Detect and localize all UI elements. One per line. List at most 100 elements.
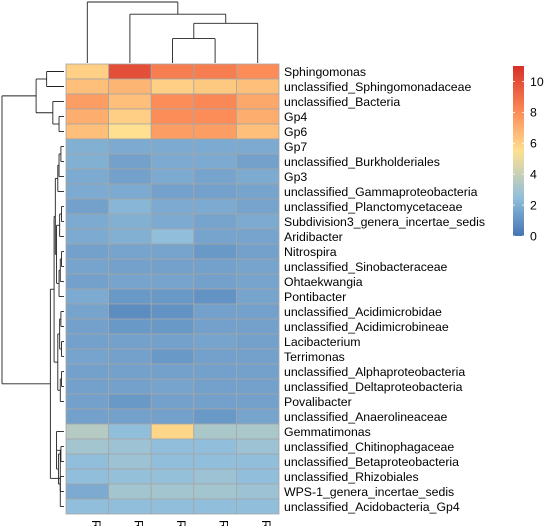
heatmap-cell	[108, 123, 152, 140]
heatmap-cell	[235, 258, 280, 275]
row-label: Povalibacter	[284, 395, 352, 409]
legend-tick-label: 4	[530, 167, 537, 181]
heatmap-cell	[65, 198, 109, 215]
legend-tick-label: 2	[530, 198, 537, 212]
row-label: WPS-1_genera_incertae_sedis	[284, 485, 454, 499]
heatmap-cell	[235, 288, 280, 305]
heatmap-cell	[108, 318, 152, 335]
row-label: Gp4	[284, 110, 307, 124]
heatmap-cell	[235, 318, 280, 335]
heatmap-cell	[193, 63, 237, 80]
row-label: unclassified_Acidobacteria_Gp4	[284, 500, 460, 514]
heatmap-cell	[235, 498, 280, 515]
heatmap-cell	[193, 288, 237, 305]
heatmap-cell	[65, 273, 109, 290]
row-label: Gemmatimonas	[284, 425, 371, 439]
row-label: unclassified_Chitinophagaceae	[284, 440, 454, 454]
heatmap-cell	[65, 423, 109, 440]
heatmap-cell	[235, 408, 280, 425]
heatmap-cell	[193, 333, 237, 350]
row-label: unclassified_Bacteria	[284, 95, 400, 109]
heatmap-cell	[193, 273, 237, 290]
heatmap-cell	[150, 123, 195, 140]
heatmap-cell	[150, 318, 195, 335]
heatmap-cell	[65, 318, 109, 335]
row-label: Terrimonas	[284, 350, 345, 364]
column-label: R2	[217, 520, 231, 526]
heatmap-cell	[108, 138, 152, 155]
heatmap-cell	[235, 483, 280, 500]
row-label: Gp3	[284, 170, 307, 184]
heatmap-cell	[108, 63, 152, 80]
row-label: unclassified_Sphingomonadaceae	[284, 80, 471, 94]
heatmap-cell	[193, 213, 237, 230]
heatmap-cell	[150, 93, 195, 110]
heatmap-cell	[235, 378, 280, 395]
heatmap-cell	[108, 183, 152, 200]
heatmap-cell	[65, 378, 109, 395]
row-labels: Sphingomonasunclassified_Sphingomonadace…	[284, 65, 485, 514]
heatmap-cell	[150, 228, 195, 245]
row-label: Sphingomonas	[284, 65, 366, 79]
heatmap-cell	[65, 468, 109, 485]
heatmap-cell	[108, 213, 152, 230]
heatmap-cell	[65, 333, 109, 350]
column-label: R4	[89, 520, 103, 526]
heatmap-cell	[150, 168, 195, 185]
heatmap-cell	[150, 438, 195, 455]
heatmap-cell	[235, 168, 280, 185]
heatmap-cell	[150, 423, 195, 440]
heatmap-cell	[235, 243, 280, 260]
heatmap-cell	[193, 303, 237, 320]
heatmap-cell	[150, 363, 195, 380]
heatmap-cell	[193, 138, 237, 155]
heatmap-cell	[108, 498, 152, 515]
heatmap-cell	[235, 273, 280, 290]
color-legend: 0 2 4 6 8 10	[513, 66, 544, 243]
legend-tick-label: 0	[530, 229, 537, 243]
heatmap-cell	[65, 153, 109, 170]
heatmap-cell	[235, 123, 280, 140]
heatmap-cell	[193, 348, 237, 365]
heatmap-cell	[65, 183, 109, 200]
heatmap-cell	[108, 228, 152, 245]
row-label: unclassified_Anaerolineaceae	[284, 410, 448, 424]
heatmap-cell	[65, 93, 109, 110]
heatmap-cells	[65, 63, 280, 515]
heatmap-cell	[150, 258, 195, 275]
heatmap-cell	[108, 198, 152, 215]
heatmap-cell	[235, 198, 280, 215]
row-label: unclassified_Gammaproteobacteria	[284, 185, 478, 199]
row-label: unclassified_Betaproteobacteria	[284, 455, 459, 469]
legend-colorbar	[513, 66, 524, 236]
heatmap-cell	[108, 243, 152, 260]
heatmap-cell	[193, 423, 237, 440]
heatmap-cell	[108, 168, 152, 185]
heatmap-cell	[235, 78, 280, 95]
heatmap-cell	[235, 93, 280, 110]
row-label: Nitrospira	[284, 245, 337, 259]
heatmap-cell	[150, 408, 195, 425]
heatmap-cell	[108, 378, 152, 395]
heatmap-cell	[193, 363, 237, 380]
heatmap-cell	[108, 153, 152, 170]
heatmap-cell	[235, 438, 280, 455]
heatmap-cell	[65, 438, 109, 455]
heatmap-cell	[235, 108, 280, 125]
heatmap-cell	[108, 483, 152, 500]
heatmap-cell	[150, 108, 195, 125]
heatmap-cell	[235, 393, 280, 410]
heatmap-cell	[235, 138, 280, 155]
heatmap-cell	[193, 258, 237, 275]
heatmap-cell	[65, 78, 109, 95]
heatmap-cell	[150, 198, 195, 215]
heatmap-cell	[193, 123, 237, 140]
heatmap-cell	[108, 348, 152, 365]
column-label: R3	[259, 520, 273, 526]
heatmap-cell	[193, 318, 237, 335]
heatmap-cell	[108, 408, 152, 425]
heatmap-cell	[65, 168, 109, 185]
row-label: unclassified_Rhizobiales	[284, 470, 419, 484]
heatmap-cell	[150, 453, 195, 470]
